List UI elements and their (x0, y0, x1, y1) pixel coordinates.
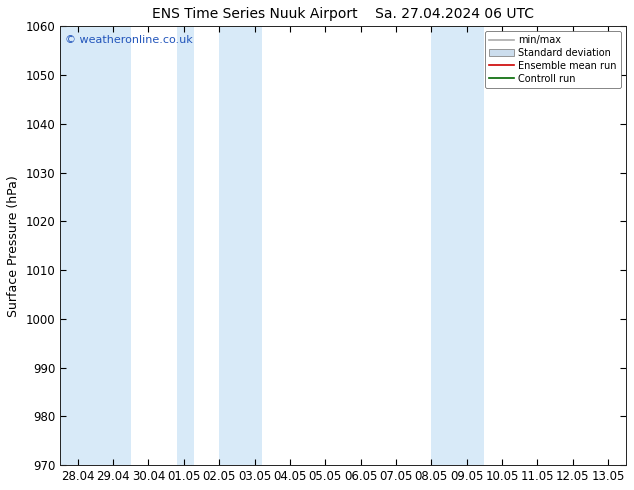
Bar (177, 26, 195, 465)
Title: ENS Time Series Nuuk Airport    Sa. 27.04.2024 06 UTC: ENS Time Series Nuuk Airport Sa. 27.04.2… (152, 7, 534, 21)
Bar (431, 26, 484, 465)
Bar (219, 26, 262, 465)
Y-axis label: Surface Pressure (hPa): Surface Pressure (hPa) (7, 175, 20, 317)
Bar (60, 26, 131, 465)
Legend: min/max, Standard deviation, Ensemble mean run, Controll run: min/max, Standard deviation, Ensemble me… (486, 31, 621, 88)
Text: © weatheronline.co.uk: © weatheronline.co.uk (65, 35, 192, 45)
